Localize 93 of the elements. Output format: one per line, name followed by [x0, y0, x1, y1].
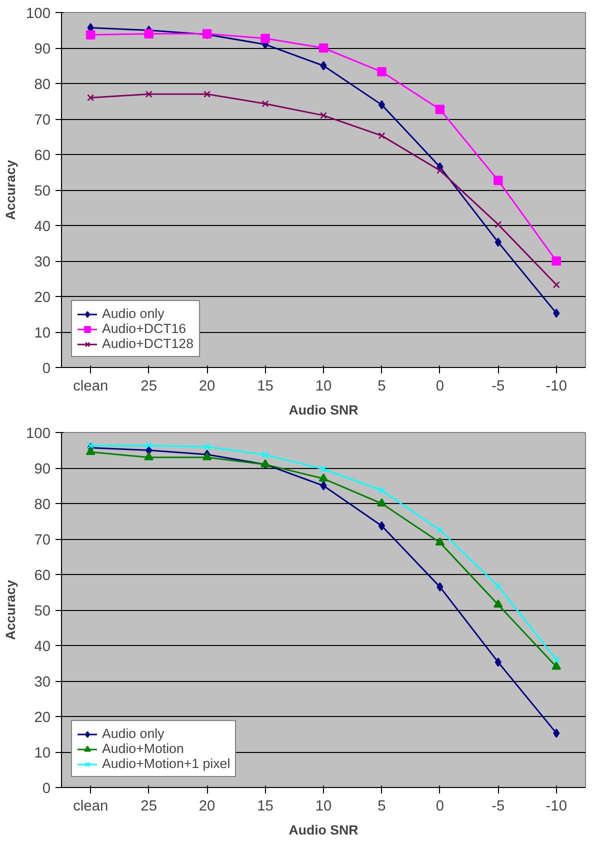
y-tick-label: 20: [34, 710, 51, 726]
y-tick-label: 60: [34, 148, 51, 164]
y-tick-label: 70: [34, 532, 51, 548]
point: [260, 34, 270, 44]
legend-label: Audio only: [102, 726, 164, 741]
point: [144, 452, 154, 460]
point: [552, 281, 560, 288]
point: [494, 599, 503, 608]
point: [86, 30, 96, 40]
point: [494, 238, 502, 247]
x-tick-label: 10: [315, 378, 332, 394]
point: [318, 473, 328, 482]
legend-label: Audio only: [102, 306, 164, 321]
point: [494, 220, 502, 228]
point: [553, 728, 560, 738]
point: [377, 67, 386, 76]
y-tick-label: 20: [34, 290, 51, 306]
x-axis-title: Audio SNR: [288, 402, 359, 418]
x-axis-title: Audio SNR: [288, 822, 359, 838]
point: [553, 308, 560, 318]
y-tick-label: 50: [34, 184, 51, 200]
point: [552, 256, 562, 266]
point: [320, 466, 327, 473]
x-tick-label: -10: [546, 378, 567, 394]
point: [202, 452, 212, 460]
point: [494, 582, 502, 590]
point: [435, 537, 445, 546]
point: [435, 104, 445, 114]
y-tick-label: 10: [34, 326, 51, 342]
x-tick-label: clean: [73, 378, 108, 394]
x-tick-label: clean: [73, 798, 108, 814]
point: [378, 486, 386, 494]
point: [436, 166, 444, 174]
point: [436, 526, 444, 534]
x-tick-label: 25: [140, 798, 157, 814]
y-tick-label: 80: [34, 497, 51, 513]
y-tick-label: 100: [26, 6, 51, 22]
y-tick-label: 100: [26, 426, 51, 442]
point: [552, 656, 560, 664]
y-tick-label: 70: [34, 112, 51, 128]
x-tick-label: 20: [198, 378, 216, 394]
x-tick-label: -5: [492, 378, 505, 394]
point: [262, 100, 269, 108]
x-tick-label: 20: [198, 798, 216, 814]
y-tick-label: 90: [34, 42, 51, 58]
point: [378, 521, 386, 531]
point: [552, 662, 562, 670]
point: [145, 90, 152, 98]
point: [144, 29, 154, 38]
y-tick-label: 50: [34, 604, 51, 620]
legend-label: Audio+DCT128: [102, 336, 194, 351]
x-tick-label: 0: [436, 378, 444, 394]
x-tick-label: 15: [257, 798, 274, 814]
y-tick-label: 0: [42, 361, 51, 377]
y-tick-label: 30: [34, 254, 51, 270]
point: [320, 112, 327, 119]
x-tick-label: 0: [436, 798, 444, 814]
y-tick-label: 80: [34, 77, 51, 93]
point: [204, 90, 211, 98]
point: [145, 442, 152, 450]
point: [262, 451, 269, 458]
x-tick-label: 15: [257, 378, 274, 394]
x-tick-label: 10: [315, 798, 332, 814]
y-tick-label: 40: [34, 219, 51, 235]
point: [378, 132, 386, 140]
point: [494, 176, 503, 186]
point: [494, 658, 502, 667]
point: [87, 442, 94, 450]
y-axis-title: Accuracy: [3, 579, 18, 640]
point: [86, 446, 96, 455]
y-tick-label: 0: [42, 781, 51, 797]
x-tick-label: -10: [546, 798, 567, 814]
y-tick-label: 40: [34, 639, 51, 655]
legend-label: Audio+Motion+1 pixel: [102, 756, 230, 771]
x-tick-label: 5: [378, 378, 386, 394]
point: [436, 582, 444, 592]
x-tick-label: 5: [378, 798, 386, 814]
point: [204, 443, 211, 450]
y-tick-label: 90: [34, 462, 51, 478]
y-tick-label: 60: [34, 568, 51, 584]
x-tick-label: -5: [492, 798, 505, 814]
legend-label: Audio+DCT16: [102, 321, 186, 336]
point: [320, 61, 327, 70]
point: [377, 498, 386, 506]
y-tick-label: 30: [34, 674, 51, 690]
point: [320, 481, 327, 490]
x-tick-label: 25: [140, 378, 157, 394]
y-axis-title: Accuracy: [3, 159, 18, 220]
y-tick-label: 10: [34, 746, 51, 762]
legend-label: Audio+Motion: [102, 741, 184, 756]
point: [378, 100, 386, 110]
point: [87, 94, 94, 102]
point: [318, 43, 328, 53]
